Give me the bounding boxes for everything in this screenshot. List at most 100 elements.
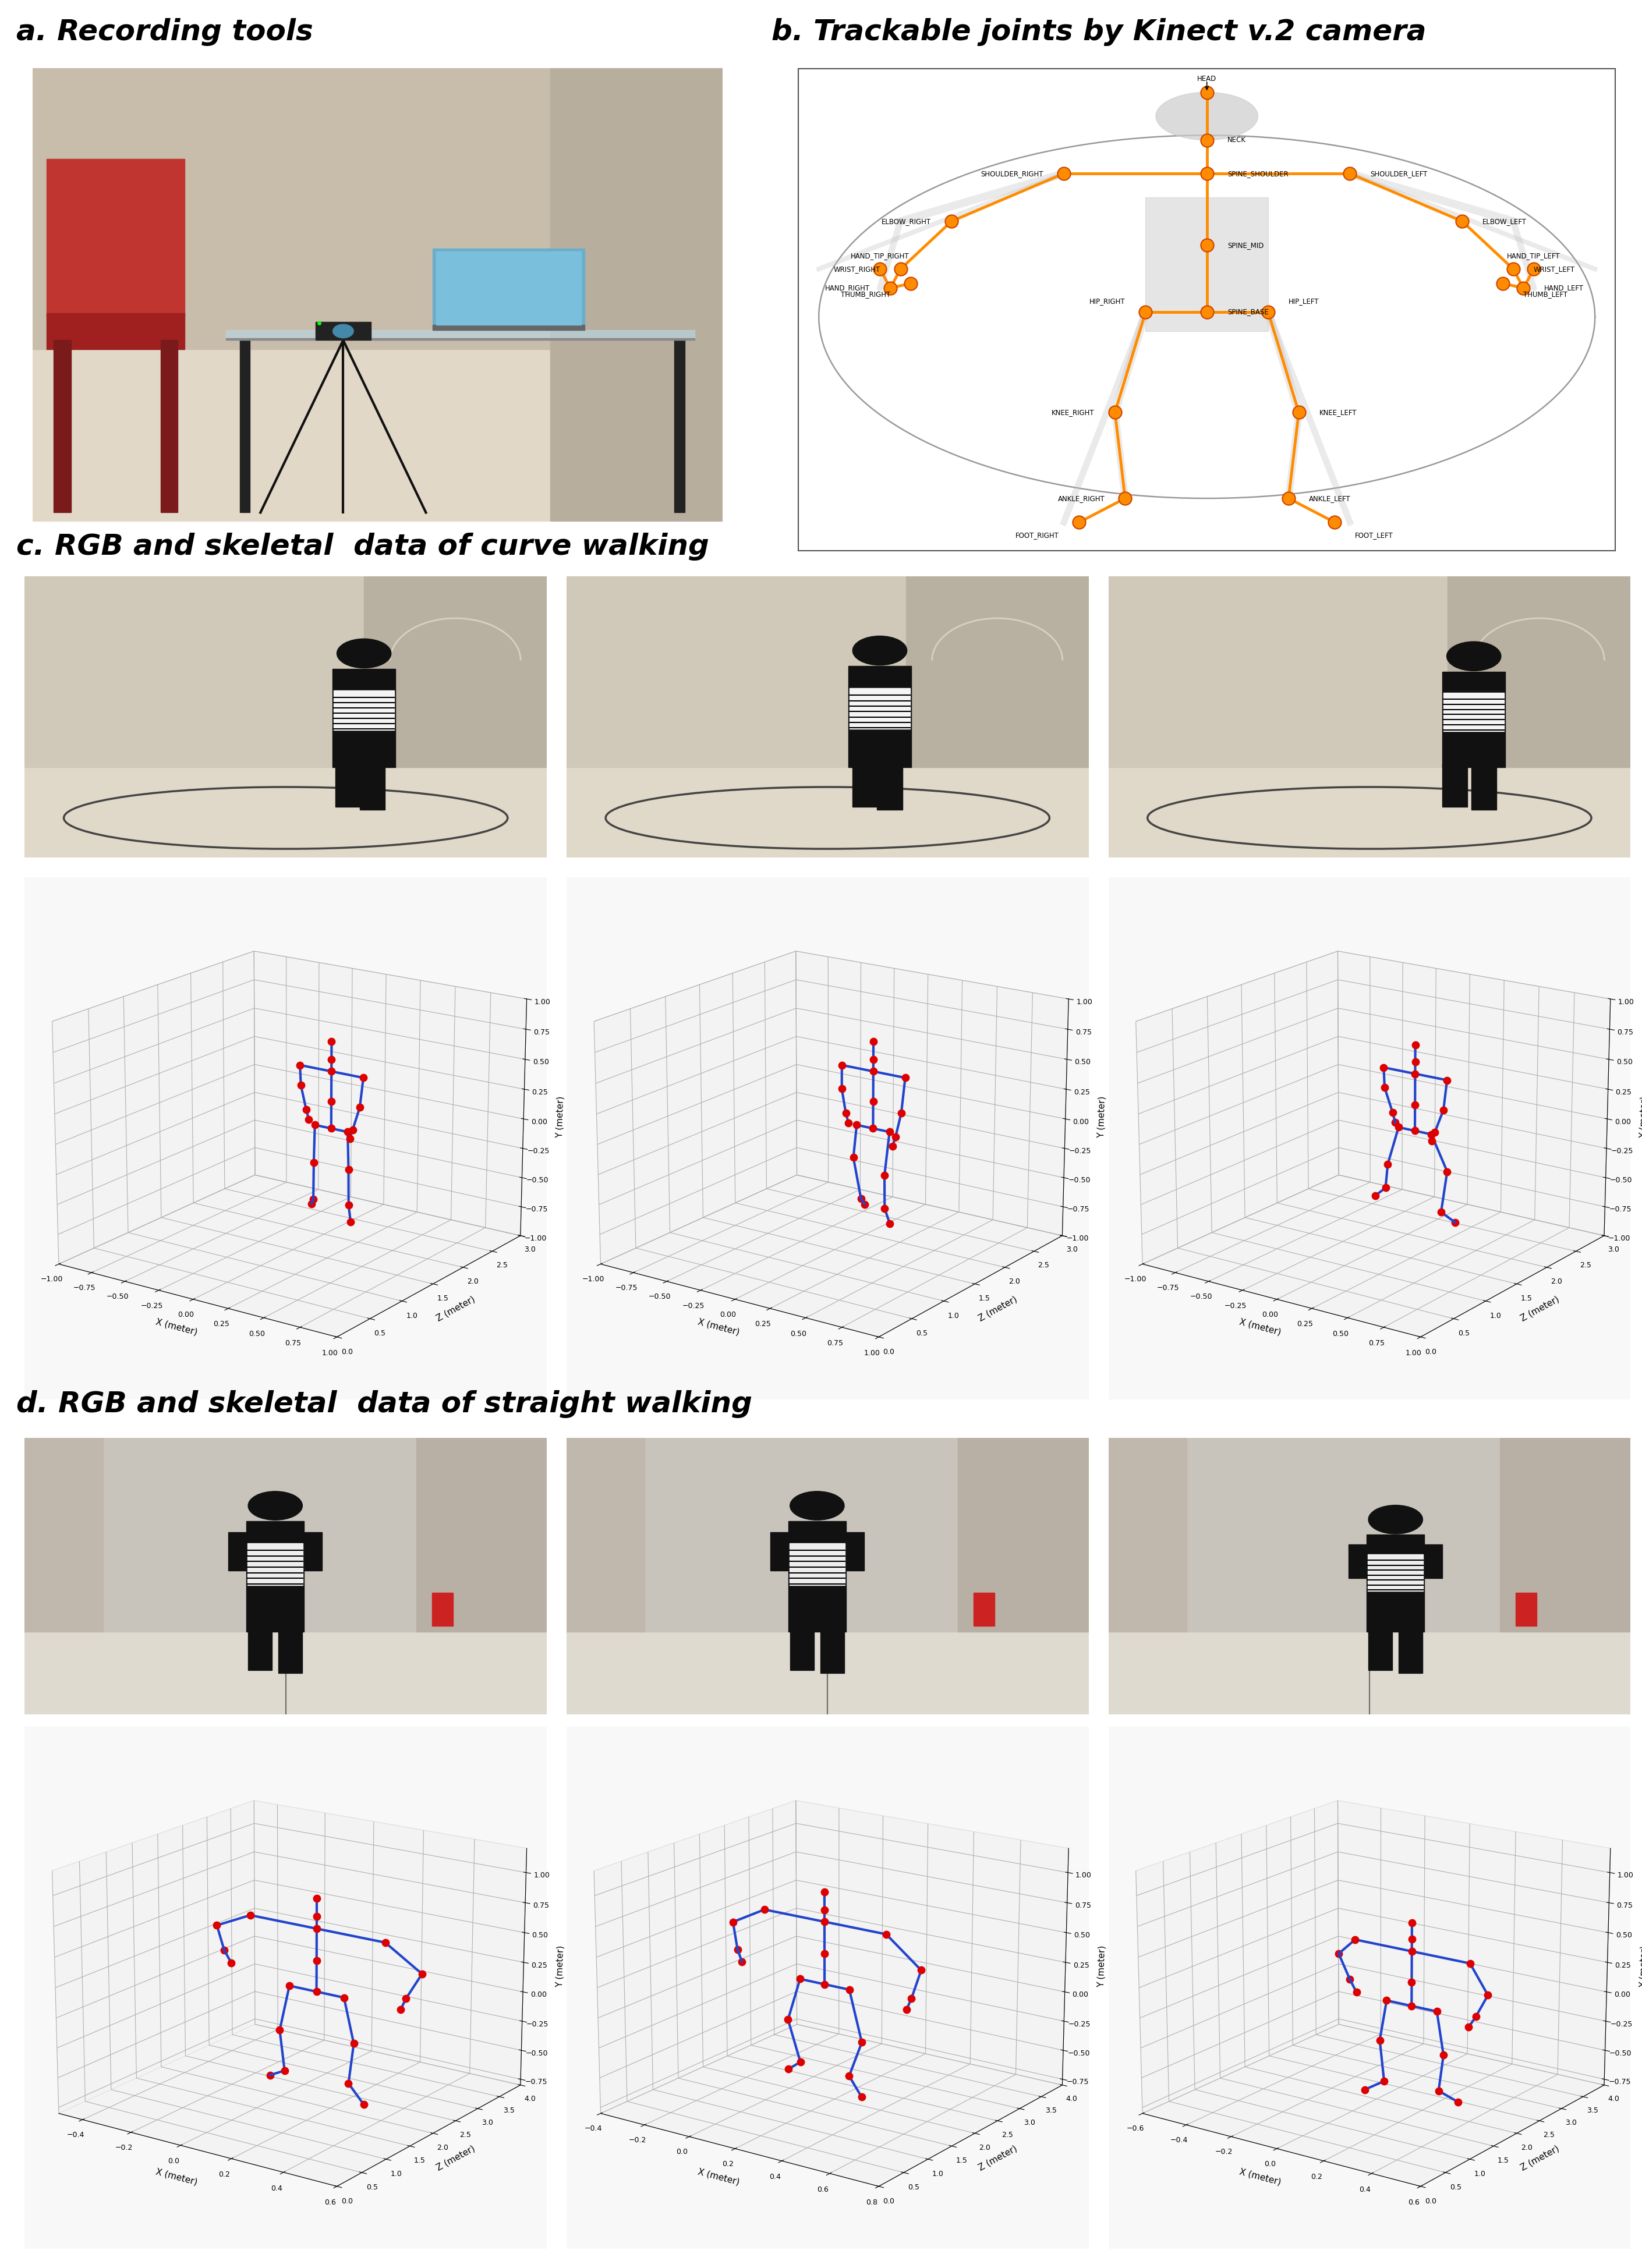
Bar xyxy=(788,1522,846,1631)
Bar xyxy=(432,1592,453,1626)
Bar xyxy=(433,324,585,331)
Bar xyxy=(849,689,910,728)
Bar xyxy=(1422,1545,1443,1579)
Text: c. RGB and skeletal  data of curve walking: c. RGB and skeletal data of curve walkin… xyxy=(16,533,709,560)
Bar xyxy=(25,1438,103,1631)
Bar xyxy=(433,249,585,331)
Text: ELBOW_RIGHT: ELBOW_RIGHT xyxy=(882,218,931,225)
Bar xyxy=(566,767,1089,857)
Text: THUMB_RIGHT: THUMB_RIGHT xyxy=(841,290,890,297)
Bar xyxy=(566,1438,645,1631)
Bar xyxy=(25,1631,547,1715)
Text: KNEE_LEFT: KNEE_LEFT xyxy=(1319,408,1356,415)
Bar xyxy=(333,689,394,730)
Bar xyxy=(1108,1438,1187,1631)
X-axis label: X (meter): X (meter) xyxy=(154,2166,199,2186)
Text: WRIST_LEFT: WRIST_LEFT xyxy=(1534,265,1575,272)
Bar xyxy=(770,1531,790,1572)
Text: ANKLE_RIGHT: ANKLE_RIGHT xyxy=(1057,494,1105,501)
Bar xyxy=(228,1531,248,1572)
Bar xyxy=(25,767,547,857)
Bar xyxy=(1108,576,1631,767)
Text: NECK: NECK xyxy=(1227,136,1246,143)
Y-axis label: Z (meter): Z (meter) xyxy=(1519,2143,1560,2173)
Text: HIP_RIGHT: HIP_RIGHT xyxy=(1089,297,1125,304)
Text: SPINE_SHOULDER: SPINE_SHOULDER xyxy=(1227,170,1289,177)
Bar xyxy=(227,338,695,340)
Bar xyxy=(1399,1628,1422,1674)
Y-axis label: Z (meter): Z (meter) xyxy=(977,2143,1018,2173)
Text: ELBOW_LEFT: ELBOW_LEFT xyxy=(1483,218,1527,225)
Text: HIP_LEFT: HIP_LEFT xyxy=(1289,297,1319,304)
Text: SHOULDER_LEFT: SHOULDER_LEFT xyxy=(1371,170,1427,177)
Text: HAND_TIP_RIGHT: HAND_TIP_RIGHT xyxy=(851,252,910,259)
Text: SPINE_BASE: SPINE_BASE xyxy=(1227,308,1268,315)
Bar xyxy=(1516,1592,1537,1626)
Text: b. Trackable joints by Kinect v.2 camera: b. Trackable joints by Kinect v.2 camera xyxy=(772,18,1427,45)
Bar xyxy=(566,1438,1089,1631)
Bar xyxy=(1443,764,1468,807)
Bar xyxy=(821,1628,844,1674)
Bar xyxy=(1443,692,1504,730)
Text: HAND_TIP_LEFT: HAND_TIP_LEFT xyxy=(1507,252,1560,259)
Bar xyxy=(417,1438,547,1631)
Circle shape xyxy=(790,1492,844,1520)
Text: THUMB_LEFT: THUMB_LEFT xyxy=(1524,290,1568,297)
Circle shape xyxy=(852,635,906,665)
Circle shape xyxy=(1368,1506,1422,1533)
Circle shape xyxy=(1447,642,1501,671)
X-axis label: X (meter): X (meter) xyxy=(154,1318,199,1336)
Bar xyxy=(46,159,184,318)
Bar xyxy=(33,68,722,349)
Bar xyxy=(246,1522,304,1631)
Text: SHOULDER_RIGHT: SHOULDER_RIGHT xyxy=(980,170,1043,177)
Bar xyxy=(1471,764,1496,810)
Text: FOOT_LEFT: FOOT_LEFT xyxy=(1355,531,1392,540)
Bar xyxy=(335,764,360,807)
Bar xyxy=(248,1628,273,1669)
Bar xyxy=(1108,1438,1631,1631)
Bar xyxy=(675,340,685,513)
Text: d. RGB and skeletal  data of straight walking: d. RGB and skeletal data of straight wal… xyxy=(16,1390,752,1418)
Bar xyxy=(365,576,547,767)
Y-axis label: Z (meter): Z (meter) xyxy=(1519,1295,1560,1322)
Text: a. Recording tools: a. Recording tools xyxy=(16,18,314,45)
Bar xyxy=(25,1438,547,1631)
Bar xyxy=(550,68,722,522)
X-axis label: X (meter): X (meter) xyxy=(1238,1318,1282,1336)
Circle shape xyxy=(1156,93,1258,141)
Bar xyxy=(959,1438,1089,1631)
Bar xyxy=(1368,1628,1392,1669)
Y-axis label: Z (meter): Z (meter) xyxy=(435,1295,476,1322)
Bar xyxy=(566,576,1089,767)
Bar xyxy=(248,1542,302,1585)
Bar xyxy=(852,764,878,807)
Bar xyxy=(1448,576,1631,767)
Y-axis label: Z (meter): Z (meter) xyxy=(977,1295,1018,1322)
Bar xyxy=(437,252,581,324)
Circle shape xyxy=(248,1492,302,1520)
Text: HAND_LEFT: HAND_LEFT xyxy=(1543,284,1583,293)
Text: SPINE_MID: SPINE_MID xyxy=(1227,240,1264,249)
X-axis label: X (meter): X (meter) xyxy=(696,1318,741,1336)
Bar xyxy=(566,1631,1089,1715)
Bar xyxy=(790,1542,844,1585)
Bar xyxy=(161,340,177,513)
Bar xyxy=(974,1592,995,1626)
Bar xyxy=(1108,1631,1631,1715)
Bar xyxy=(906,576,1089,767)
Bar xyxy=(790,1628,814,1669)
Bar xyxy=(877,764,901,810)
Y-axis label: Z (meter): Z (meter) xyxy=(435,2143,476,2173)
Text: HAND_RIGHT: HAND_RIGHT xyxy=(824,284,870,293)
Bar xyxy=(25,576,547,767)
Bar xyxy=(1368,1554,1424,1590)
Bar xyxy=(1443,671,1506,767)
Bar xyxy=(844,1531,864,1572)
Circle shape xyxy=(333,324,353,338)
Bar xyxy=(240,340,250,513)
Bar xyxy=(1146,197,1268,331)
Text: WRIST_RIGHT: WRIST_RIGHT xyxy=(834,265,880,272)
Bar xyxy=(1108,767,1631,857)
Bar xyxy=(46,313,184,349)
